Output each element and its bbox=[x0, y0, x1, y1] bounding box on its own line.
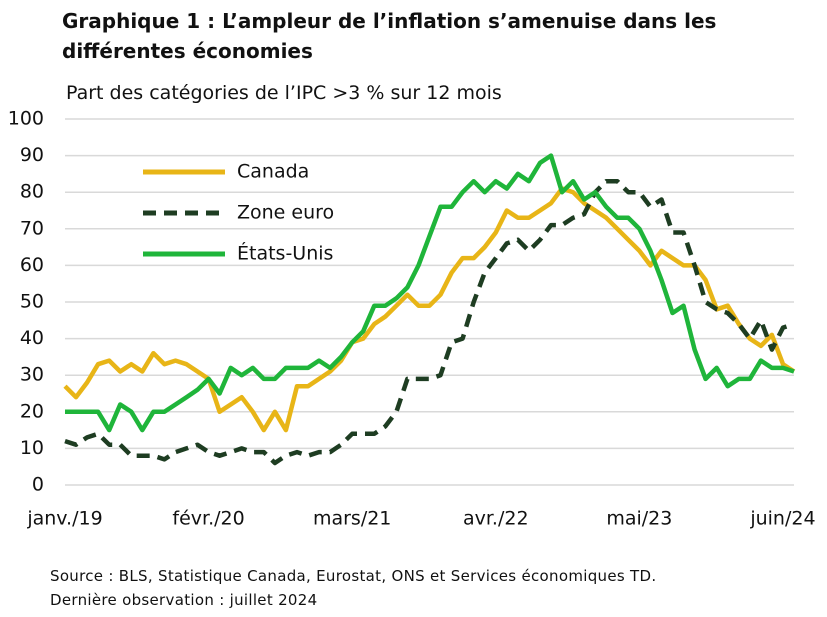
y-tick-label: 10 bbox=[20, 437, 44, 459]
y-tick-label: 40 bbox=[20, 327, 44, 349]
x-tick-label: avr./22 bbox=[463, 508, 529, 530]
note: Source : BLS, Statistique Canada, Eurost… bbox=[50, 567, 657, 585]
y-tick-label: 70 bbox=[20, 217, 44, 239]
x-tick-label: janv./19 bbox=[26, 508, 102, 530]
x-tick-label: juin/24 bbox=[749, 508, 815, 530]
legend-label: Zone euro bbox=[237, 202, 334, 224]
y-tick-label: 90 bbox=[20, 144, 44, 166]
chart-subtitle: Part des catégories de l’IPC >3 % sur 12… bbox=[66, 82, 502, 104]
y-tick-label: 100 bbox=[8, 108, 44, 130]
series-line bbox=[65, 153, 795, 433]
legend-label: États-Unis bbox=[237, 242, 333, 265]
chart-title: Graphique 1 : L’ampleur de l’inflation s… bbox=[62, 9, 717, 63]
x-tick-label: mars/21 bbox=[313, 508, 391, 530]
y-tick-label: 50 bbox=[20, 291, 44, 313]
y-tick-label: 0 bbox=[32, 474, 44, 496]
y-tick-label: 60 bbox=[20, 254, 44, 276]
y-tick-label: 30 bbox=[20, 364, 44, 386]
x-tick-label: févr./20 bbox=[172, 508, 244, 530]
notes: Source : BLS, Statistique Canada, Eurost… bbox=[50, 564, 656, 612]
note: Dernière observation : juillet 2024 bbox=[50, 591, 318, 609]
series-line bbox=[63, 186, 796, 433]
x-tick-label: mai/23 bbox=[606, 508, 672, 530]
series-line bbox=[64, 178, 795, 466]
legend-label: Canada bbox=[237, 161, 309, 183]
y-tick-label: 20 bbox=[20, 400, 44, 422]
y-tick-label: 80 bbox=[20, 181, 44, 203]
